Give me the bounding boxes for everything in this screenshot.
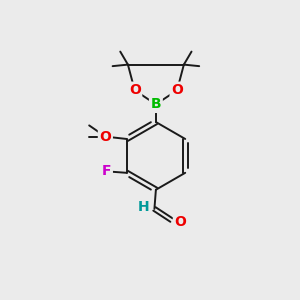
Text: H: H: [137, 200, 149, 214]
Text: O: O: [129, 83, 141, 97]
Text: B: B: [151, 98, 161, 111]
Text: O: O: [171, 83, 183, 97]
Text: F: F: [102, 164, 111, 178]
Text: O: O: [174, 214, 186, 229]
Text: O: O: [99, 130, 111, 144]
